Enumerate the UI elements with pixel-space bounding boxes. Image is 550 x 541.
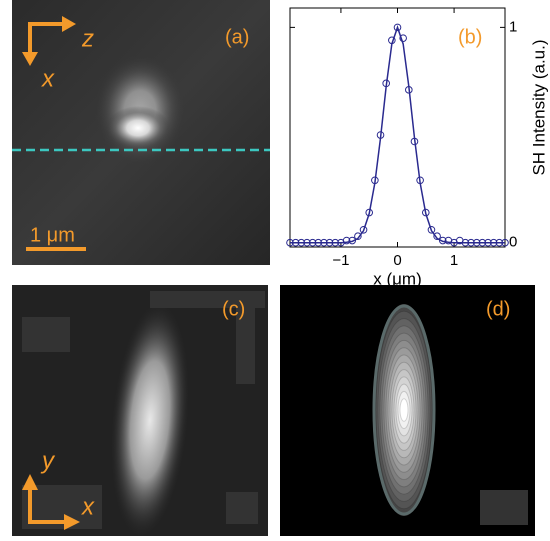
panel-c: y x (c) xyxy=(12,285,268,538)
x-tick-label: 0 xyxy=(393,252,401,269)
ring xyxy=(399,398,409,422)
y-tick-label: 1 xyxy=(509,18,517,35)
x-tick-label: 1 xyxy=(450,252,458,269)
axis-label: x xyxy=(81,493,95,520)
data-point xyxy=(438,236,447,245)
data-point xyxy=(427,225,436,234)
data-point xyxy=(342,236,351,245)
mask xyxy=(22,317,70,352)
axis-label: x xyxy=(41,65,55,92)
panel-a: z x (a) 1 μm xyxy=(12,0,270,265)
scale-bar xyxy=(26,247,86,251)
y-axis-label: SH Intensity (a.u.) xyxy=(529,39,548,175)
chart: −1 0 1 0 1 x (μm) SH Intensity (a.u.) (b) xyxy=(286,7,548,288)
axis-label: z xyxy=(81,25,94,52)
scale-bar-label: 1 μm xyxy=(30,224,75,246)
axis-label: y xyxy=(40,447,56,474)
streak xyxy=(110,302,190,538)
arrow-heads xyxy=(22,16,76,66)
panel-label: (a) xyxy=(225,26,249,48)
panel-label: (b) xyxy=(458,26,482,48)
data-point xyxy=(348,236,357,245)
data-point xyxy=(433,232,441,241)
mask xyxy=(480,490,528,525)
arrow-heads xyxy=(22,474,80,530)
panel-label: (c) xyxy=(222,298,245,320)
plot-frame xyxy=(289,7,506,248)
panel-d: (d) xyxy=(280,285,535,536)
data-point xyxy=(399,34,407,42)
mask xyxy=(236,300,255,384)
ring-outer xyxy=(372,304,436,516)
mask xyxy=(226,492,258,524)
panel-label: (d) xyxy=(486,298,510,320)
spot xyxy=(106,106,170,150)
x-tick-label: −1 xyxy=(332,252,349,269)
y-tick-label: 0 xyxy=(509,234,517,251)
axis-arrows xyxy=(28,488,66,524)
x-axis-label: x (μm) xyxy=(373,269,422,288)
data-point xyxy=(393,23,402,32)
fit-line xyxy=(290,25,505,244)
axis-arrows xyxy=(28,22,64,55)
data-point xyxy=(359,225,368,234)
data-point xyxy=(354,232,362,241)
